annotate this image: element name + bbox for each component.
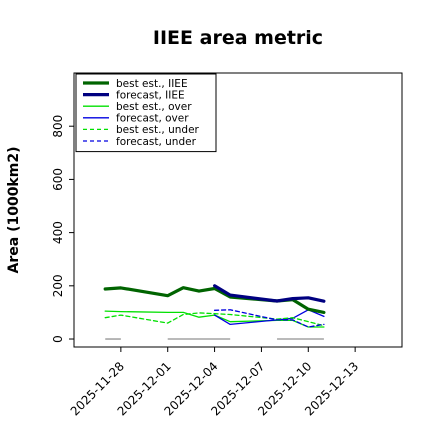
legend-label-2: best est., over [116, 101, 192, 113]
series-line-5 [213, 309, 325, 328]
y-tick-label-2: 400 [51, 221, 65, 244]
legend-label-1: forecast, IIEE [116, 89, 185, 101]
legend-label-3: forecast, over [116, 113, 189, 125]
plot-frame [73, 72, 403, 348]
plot-area [103, 284, 326, 340]
y-axis-label: Area (1000km2) [6, 147, 22, 274]
series-line-0 [103, 286, 326, 314]
y-tick-label-4: 800 [51, 115, 65, 138]
series-line-4 [104, 312, 325, 327]
legend-label-4: best est., under [116, 124, 200, 136]
y-tick-label-1: 200 [51, 274, 65, 297]
legend-label-0: best est., IIEE [116, 78, 188, 90]
series-line-1 [213, 284, 326, 303]
legend-label-5: forecast, under [116, 136, 197, 148]
legend-box [75, 73, 217, 153]
chart-title: IIEE area metric [153, 27, 323, 49]
y-tick-label-0: 0 [51, 335, 65, 343]
y-tick-label-3: 600 [51, 168, 65, 191]
